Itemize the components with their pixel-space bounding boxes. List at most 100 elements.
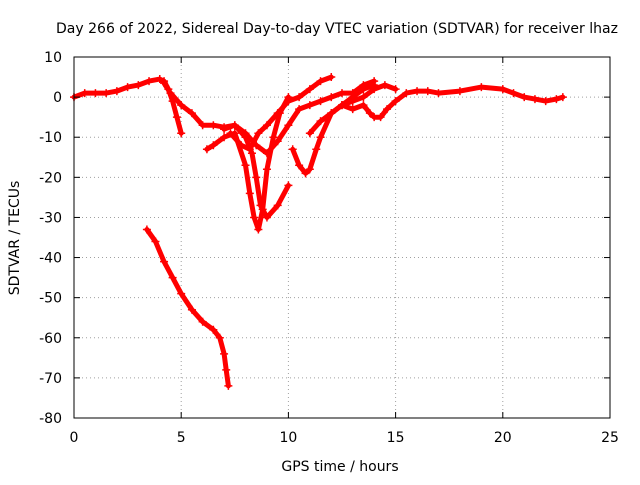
data-point bbox=[498, 85, 507, 94]
data-point bbox=[220, 125, 229, 134]
data-point bbox=[160, 79, 169, 88]
data-point bbox=[273, 109, 282, 118]
data-point bbox=[202, 145, 211, 154]
data-point bbox=[142, 225, 151, 234]
data-point bbox=[247, 149, 256, 158]
data-point bbox=[209, 325, 218, 334]
data-point bbox=[254, 129, 263, 138]
data-point bbox=[177, 101, 186, 110]
data-point bbox=[380, 81, 389, 90]
data-point bbox=[273, 201, 282, 210]
data-point bbox=[391, 97, 400, 106]
data-point bbox=[273, 137, 282, 146]
data-point bbox=[316, 117, 325, 126]
data-point bbox=[252, 141, 261, 150]
data-point bbox=[541, 97, 550, 106]
data-point bbox=[166, 89, 175, 98]
series-track-4 bbox=[226, 73, 336, 154]
data-point bbox=[172, 113, 181, 122]
data-point bbox=[252, 173, 261, 182]
series-track-1 bbox=[70, 75, 186, 138]
x-tick-label: 25 bbox=[601, 430, 619, 446]
series-track-9 bbox=[142, 225, 233, 390]
grid-layer bbox=[74, 57, 610, 418]
data-point bbox=[215, 333, 224, 342]
data-point bbox=[338, 101, 346, 110]
data-point bbox=[241, 129, 250, 138]
data-point bbox=[477, 83, 486, 92]
data-point bbox=[209, 141, 218, 150]
data-point bbox=[284, 181, 293, 190]
x-tick-label: 10 bbox=[279, 430, 297, 446]
data-point bbox=[224, 381, 233, 390]
data-point bbox=[455, 87, 464, 96]
y-tick-label: -40 bbox=[39, 251, 62, 267]
data-point bbox=[301, 169, 310, 178]
data-point bbox=[262, 213, 271, 222]
data-point bbox=[365, 109, 374, 118]
data-point bbox=[376, 113, 385, 122]
y-tick-label: 0 bbox=[53, 90, 62, 106]
y-tick-label: -60 bbox=[39, 331, 62, 347]
data-point bbox=[226, 129, 235, 138]
data-point bbox=[145, 77, 154, 86]
data-point bbox=[91, 89, 100, 98]
data-point bbox=[155, 75, 164, 84]
data-point bbox=[316, 133, 325, 142]
data-point bbox=[305, 85, 314, 94]
data-point bbox=[151, 237, 160, 246]
data-point bbox=[520, 93, 529, 102]
x-tick-label: 5 bbox=[177, 430, 186, 446]
data-point bbox=[262, 121, 271, 130]
data-point bbox=[530, 95, 539, 104]
data-point bbox=[284, 121, 293, 130]
data-point bbox=[258, 205, 267, 214]
data-point bbox=[359, 101, 368, 110]
data-point bbox=[383, 105, 392, 114]
data-point bbox=[305, 129, 314, 138]
axis-layer: 0 5 10 15 20 25 -80 -70 -60 -50 -40 -30 -20 -10 0 10 bbox=[39, 50, 619, 446]
data-point bbox=[123, 83, 132, 92]
chart-title: Day 266 of 2022, Sidereal Day-to-day VTE… bbox=[56, 21, 618, 37]
data-point bbox=[262, 165, 271, 174]
data-point bbox=[102, 89, 111, 98]
data-point bbox=[269, 133, 278, 142]
data-point bbox=[312, 145, 321, 154]
data-point bbox=[295, 161, 304, 170]
y-tick-label: -30 bbox=[39, 210, 62, 226]
data-point bbox=[168, 273, 177, 282]
y-tick-label: -20 bbox=[39, 170, 62, 186]
series-track-3 bbox=[202, 93, 293, 234]
data-point bbox=[177, 289, 186, 298]
data-point bbox=[359, 93, 368, 102]
y-axis-label: SDTVAR / TECUs bbox=[7, 181, 23, 296]
data-point bbox=[288, 145, 297, 154]
data-point bbox=[237, 141, 246, 150]
data-point bbox=[209, 121, 218, 130]
data-point bbox=[413, 87, 422, 96]
data-point bbox=[222, 365, 231, 374]
series-layer bbox=[70, 73, 567, 390]
data-point bbox=[552, 95, 561, 104]
data-point bbox=[359, 85, 368, 94]
data-point bbox=[198, 121, 207, 130]
data-point bbox=[348, 97, 357, 106]
data-point bbox=[295, 105, 304, 114]
data-point bbox=[241, 161, 250, 170]
data-point bbox=[391, 85, 400, 94]
y-tick-label: -80 bbox=[39, 411, 62, 427]
x-tick-label: 20 bbox=[494, 430, 512, 446]
data-point bbox=[327, 109, 336, 118]
data-point bbox=[423, 87, 432, 96]
data-point bbox=[402, 89, 411, 98]
data-point bbox=[160, 257, 169, 266]
data-point bbox=[250, 213, 259, 222]
y-tick-label: -10 bbox=[39, 130, 62, 146]
data-point bbox=[338, 89, 346, 98]
data-point bbox=[262, 149, 271, 158]
data-point bbox=[220, 133, 229, 142]
data-point bbox=[370, 85, 379, 94]
data-point bbox=[316, 77, 325, 86]
data-point bbox=[305, 101, 314, 110]
